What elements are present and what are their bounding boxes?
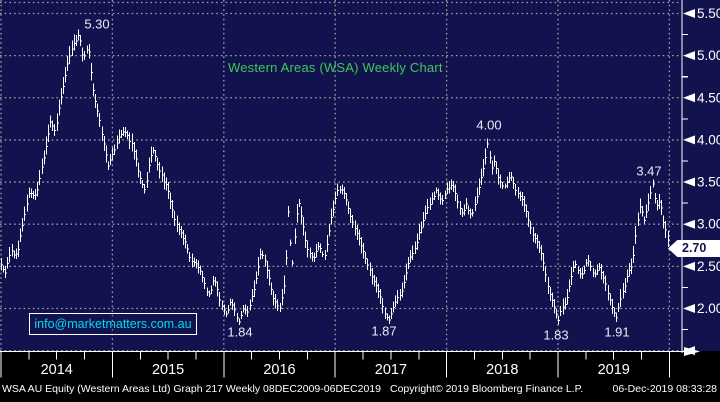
footer-security-info: WSA AU Equity (Western Areas Ltd) Graph … <box>2 383 381 395</box>
price-annotations: 5.30 4.00 3.47 1.84 1.87 1.83 1.91 <box>84 17 661 343</box>
last-price-tag: 2.70 <box>668 240 720 257</box>
y-tick-arrow-icon <box>683 219 695 229</box>
x-axis-year-label: 2018 <box>486 362 518 378</box>
x-axis-year-label: 2019 <box>598 362 630 378</box>
price-annotation: 1.84 <box>227 325 252 340</box>
footer-copyright: Copyright© 2019 Bloomberg Finance L.P. <box>390 383 584 395</box>
y-axis-label: 5.00 <box>697 48 720 63</box>
y-axis-label: 4.50 <box>697 90 720 105</box>
price-annotation: 5.30 <box>84 17 109 32</box>
y-axis-label: 2.50 <box>697 259 720 274</box>
price-annotation: 3.47 <box>636 164 661 179</box>
y-tick-arrow-icon <box>683 51 695 61</box>
watermark-email-box: info@marketmatters.com.au <box>29 313 197 335</box>
y-tick-arrow-icon <box>683 9 695 18</box>
y-axis-label: 4.00 <box>697 132 720 147</box>
price-annotation: 1.91 <box>604 325 629 340</box>
price-annotation: 1.83 <box>543 328 568 343</box>
x-axis-ticks-and-labels: 2014 2015 2016 2017 2018 2019 <box>0 352 670 378</box>
footer-bar: WSA AU Equity (Western Areas Ltd) Graph … <box>0 378 720 402</box>
y-tick-arrow-icon <box>683 135 695 145</box>
grid-lines <box>0 0 682 352</box>
x-axis-year-band <box>0 351 720 378</box>
price-annotation: 1.87 <box>371 324 396 339</box>
footer-timestamp: 06-Dec-2019 08:33:28 <box>612 383 718 395</box>
chart-title: Western Areas (WSA) Weekly Chart <box>228 60 443 75</box>
y-axis-label: 2.00 <box>697 301 720 316</box>
price-annotation: 4.00 <box>476 118 501 133</box>
x-axis-year-label: 2017 <box>375 362 407 378</box>
last-price-value: 2.70 <box>682 241 707 255</box>
price-series-bars <box>1 29 670 325</box>
axes <box>0 0 700 356</box>
y-axis-label: 3.00 <box>697 217 720 232</box>
y-tick-arrow-icon <box>683 346 695 356</box>
y-tick-arrow-icon <box>683 93 695 103</box>
y-axis-label: 3.50 <box>697 175 720 190</box>
x-axis-year-label: 2014 <box>41 362 73 378</box>
y-tick-arrow-icon <box>683 261 695 271</box>
y-axis-label: 5.50 <box>697 6 720 21</box>
y-axis-ticks-and-labels: 5.50 5.00 4.50 4.00 3.50 3.00 2.50 2.00 <box>682 6 720 356</box>
y-tick-arrow-icon <box>683 303 695 313</box>
x-axis-year-label: 2015 <box>152 362 184 378</box>
y-tick-arrow-icon <box>683 177 695 187</box>
plot-background <box>0 0 720 351</box>
x-axis-year-label: 2016 <box>263 362 295 378</box>
